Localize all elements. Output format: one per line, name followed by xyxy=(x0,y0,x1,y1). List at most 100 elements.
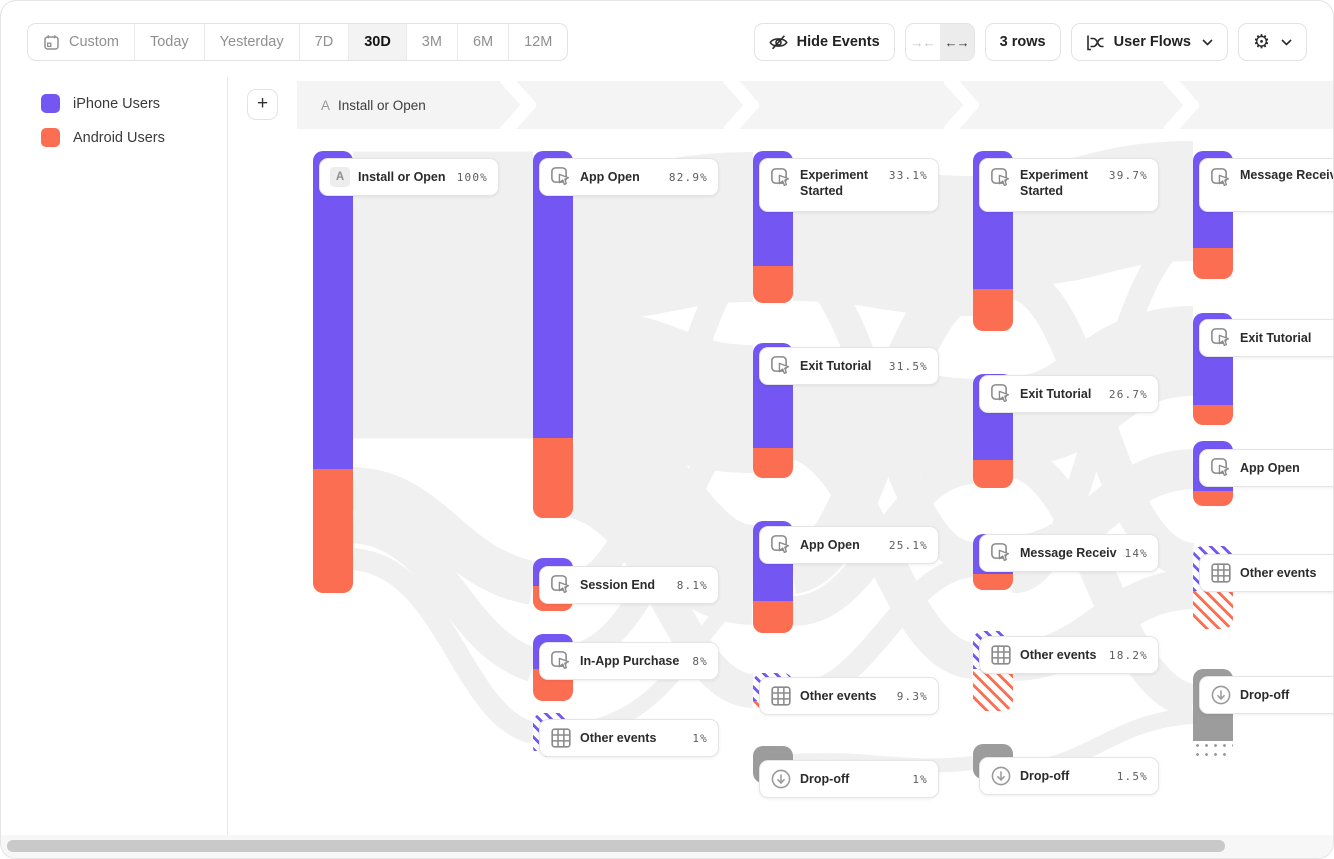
rows-button[interactable]: 3 rows xyxy=(984,23,1061,61)
node-label: Drop-off xyxy=(1020,768,1070,783)
date-range-30d[interactable]: 30D xyxy=(349,24,407,60)
node-card-app-open[interactable]: App Open 82.9% xyxy=(539,158,719,196)
node-bar-app-open[interactable] xyxy=(533,151,573,518)
node-card-session-end[interactable]: Session End 8.1% xyxy=(539,566,719,604)
bar-segment xyxy=(1193,405,1233,425)
node-percent: 1% xyxy=(912,772,928,786)
date-range-label: Yesterday xyxy=(219,34,284,50)
horizontal-scrollbar[interactable] xyxy=(1,835,1333,858)
node-bar-install-or-open[interactable] xyxy=(313,151,353,593)
node-card-message-received[interactable]: Message Received xyxy=(1199,158,1333,212)
collapse-expand-toggle: →← ←→ xyxy=(904,23,975,61)
node-percent: 8% xyxy=(692,654,708,668)
rows-label: 3 rows xyxy=(999,34,1046,50)
date-range-today[interactable]: Today xyxy=(135,24,205,60)
other-events-grid-icon xyxy=(990,644,1012,666)
node-percent: 39.7% xyxy=(1108,169,1148,182)
chevron-down-icon xyxy=(1281,34,1292,50)
settings-button[interactable]: ⚙ xyxy=(1237,23,1307,61)
gear-icon: ⚙ xyxy=(1252,30,1270,53)
date-range-3m[interactable]: 3M xyxy=(407,24,458,60)
node-card-drop-off[interactable]: Drop-off 1.5% xyxy=(979,757,1159,795)
bar-segment xyxy=(973,574,1013,590)
node-label: In-App Purchase xyxy=(580,653,680,668)
node-percent: 1.5% xyxy=(1116,769,1148,783)
expand-columns-button[interactable]: ←→ xyxy=(939,24,974,60)
node-card-exit-tutorial[interactable]: Exit Tutorial 31.5% xyxy=(759,347,939,385)
node-card-other-events[interactable]: Other events xyxy=(1199,554,1333,592)
view-selector-button[interactable]: User Flows xyxy=(1070,23,1228,61)
node-card-other-events[interactable]: Other events 18.2% xyxy=(979,636,1159,674)
node-card-exit-tutorial[interactable]: Exit Tutorial xyxy=(1199,319,1333,357)
node-label: Experiment Started xyxy=(1020,168,1089,199)
node-label: Exit Tutorial xyxy=(1240,330,1312,345)
date-range-12m[interactable]: 12M xyxy=(509,24,567,60)
flow-chart-icon xyxy=(1086,34,1105,51)
node-percent: 14% xyxy=(1124,546,1148,560)
event-click-icon xyxy=(1210,457,1232,479)
collapse-columns-button[interactable]: →← xyxy=(910,34,936,50)
node-percent: 33.1% xyxy=(888,169,928,182)
legend-item-iphone-users[interactable]: iPhone Users xyxy=(41,94,165,113)
node-card-message-received[interactable]: Message Received 14% xyxy=(979,534,1159,572)
node-percent: 8.1% xyxy=(676,578,708,592)
event-click-icon xyxy=(550,166,572,188)
bar-segment xyxy=(1193,741,1233,759)
event-click-icon xyxy=(990,383,1012,405)
hide-events-button[interactable]: Hide Events xyxy=(753,23,895,61)
node-percent: 9.3% xyxy=(896,689,928,703)
node-label: Other events xyxy=(800,688,877,703)
node-label: Experiment Started xyxy=(800,168,869,199)
node-percent: 18.2% xyxy=(1108,648,1148,662)
toolbar: Custom Today Yesterday 7D 30D 3M 6M 12M Hide Ev… xyxy=(27,23,1307,61)
legend-item-android-users[interactable]: Android Users xyxy=(41,128,165,147)
event-click-icon xyxy=(550,574,572,596)
node-card-app-open[interactable]: App Open 25.1% xyxy=(759,526,939,564)
node-card-exit-tutorial[interactable]: Exit Tutorial 26.7% xyxy=(979,375,1159,413)
bar-segment xyxy=(313,469,353,593)
date-range-yesterday[interactable]: Yesterday xyxy=(205,24,300,60)
date-range-6m[interactable]: 6M xyxy=(458,24,510,60)
step-chevron-icon xyxy=(943,81,979,129)
node-label: Exit Tutorial xyxy=(800,358,872,373)
sidebar-divider xyxy=(227,77,228,836)
date-range-custom[interactable]: Custom xyxy=(28,24,135,60)
event-click-icon xyxy=(1210,327,1232,349)
node-card-drop-off[interactable]: Drop-off xyxy=(1199,676,1333,714)
node-card-other-events[interactable]: Other events 1% xyxy=(539,719,719,757)
date-range-7d[interactable]: 7D xyxy=(300,24,350,60)
event-click-icon xyxy=(1210,167,1232,189)
node-percent: 82.9% xyxy=(668,170,708,184)
view-selector-label: User Flows xyxy=(1113,34,1191,50)
event-click-icon xyxy=(990,167,1012,189)
flow-step-band[interactable]: A Install or Open xyxy=(297,81,1333,129)
other-events-grid-icon xyxy=(1210,562,1232,584)
bar-segment xyxy=(973,669,1013,711)
node-label: Exit Tutorial xyxy=(1020,386,1092,401)
node-label: App Open xyxy=(580,169,640,184)
event-click-icon xyxy=(550,650,572,672)
event-click-icon xyxy=(770,534,792,556)
node-card-in-app-purchase[interactable]: In-App Purchase 8% xyxy=(539,642,719,680)
node-label: Other events xyxy=(1240,565,1317,580)
other-events-grid-icon xyxy=(550,727,572,749)
node-label: Install or Open xyxy=(358,169,446,184)
date-range-selector: Custom Today Yesterday 7D 30D 3M 6M 12M xyxy=(27,23,569,61)
node-card-drop-off[interactable]: Drop-off 1% xyxy=(759,760,939,798)
flow-step-title: A Install or Open xyxy=(321,98,426,113)
date-range-label: 7D xyxy=(314,34,334,50)
node-card-install-or-open[interactable]: A Install or Open 100% xyxy=(319,158,499,196)
legend-label: Android Users xyxy=(73,129,165,146)
node-card-experiment-started[interactable]: Experiment Started 33.1% xyxy=(759,158,939,212)
add-step-button[interactable]: + xyxy=(247,89,278,120)
bar-segment xyxy=(753,448,793,478)
horizontal-scrollbar-thumb[interactable] xyxy=(7,840,1225,852)
node-label: Message Received xyxy=(1020,545,1117,560)
node-card-experiment-started[interactable]: Experiment Started 39.7% xyxy=(979,158,1159,212)
drop-off-icon xyxy=(990,765,1012,787)
event-click-icon xyxy=(990,542,1012,564)
node-card-other-events[interactable]: Other events 9.3% xyxy=(759,677,939,715)
node-card-app-open[interactable]: App Open xyxy=(1199,449,1333,487)
node-label: App Open xyxy=(1240,460,1300,475)
